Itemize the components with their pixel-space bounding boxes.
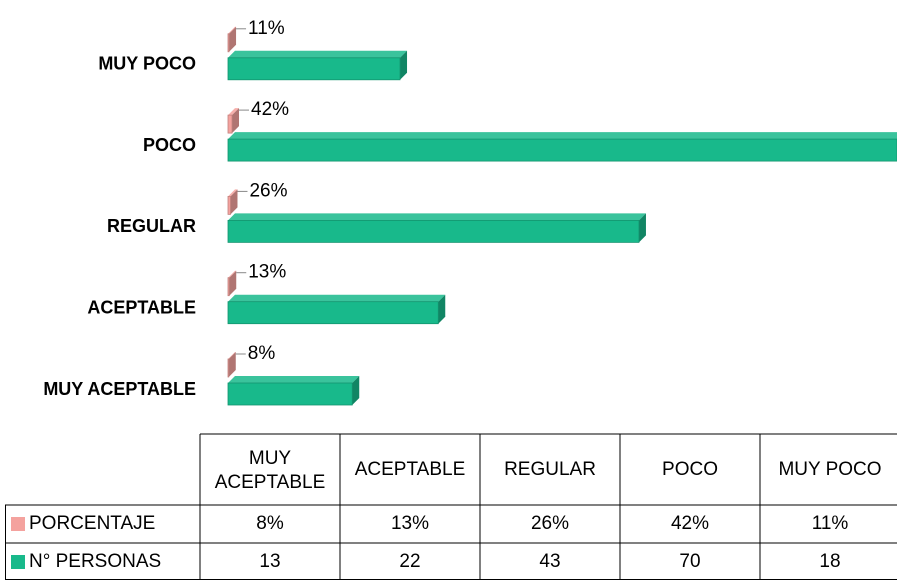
table-cell: 70	[679, 551, 700, 572]
table-header: MUY ACEPTABLE	[215, 448, 326, 493]
bar-side	[232, 108, 240, 134]
legend-label: PORCENTAJE	[29, 513, 155, 534]
table-cell: 42%	[671, 513, 709, 534]
table-header: ACEPTABLE	[355, 459, 466, 480]
table-header: POCO	[662, 459, 718, 480]
bar-side	[228, 352, 236, 377]
table-cell: 26%	[531, 513, 569, 534]
bar-side	[438, 294, 446, 324]
bar-side	[229, 26, 237, 52]
category-label: POCO	[143, 135, 196, 155]
bar	[227, 195, 231, 215]
data-label: 42%	[251, 99, 289, 120]
table-header-line: MUY	[249, 448, 292, 469]
bar-top	[228, 294, 446, 302]
data-label: 8%	[248, 343, 276, 364]
table-cell: 8%	[256, 513, 284, 534]
category-label: REGULAR	[107, 216, 196, 236]
bar-top	[228, 376, 360, 383]
data-label: 26%	[249, 180, 287, 201]
bar	[227, 57, 401, 81]
bar-side	[638, 213, 646, 243]
bar	[227, 301, 439, 325]
table-header: REGULAR	[504, 459, 596, 480]
bar-side	[352, 376, 360, 405]
bar	[227, 382, 353, 406]
bar	[227, 138, 897, 162]
table-cell: 13%	[391, 513, 429, 534]
bar-top	[228, 132, 897, 140]
bar-top	[228, 189, 238, 197]
bar	[227, 219, 640, 243]
bar-top	[228, 213, 646, 221]
bar-side	[400, 50, 408, 80]
data-label: 11%	[248, 18, 285, 39]
bar-top	[228, 108, 240, 116]
table-cell: 18	[819, 551, 840, 572]
bar	[227, 114, 233, 134]
bar-top	[228, 352, 236, 359]
table-cell: 13	[259, 551, 280, 572]
bar-top	[228, 50, 408, 58]
category-label: ACEPTABLE	[87, 297, 196, 317]
table-header-line: ACEPTABLE	[215, 472, 326, 493]
category-label: MUY ACEPTABLE	[43, 379, 196, 399]
bar	[227, 277, 230, 297]
legend-swatch	[11, 555, 25, 569]
category-label: MUY POCO	[98, 54, 196, 74]
bar-side	[230, 189, 238, 215]
data-label: 13%	[248, 262, 286, 283]
bar-side	[229, 270, 237, 296]
bar-top	[228, 270, 237, 278]
table-cell: 43	[539, 551, 560, 572]
legend-swatch	[11, 517, 25, 531]
bar-top	[228, 26, 237, 34]
bar	[227, 33, 230, 53]
bar	[227, 358, 230, 378]
legend-label: N° PERSONAS	[29, 551, 161, 572]
table-header: MUY POCO	[778, 459, 881, 480]
table-cell: 22	[399, 551, 420, 572]
table-cell: 11%	[812, 513, 849, 534]
